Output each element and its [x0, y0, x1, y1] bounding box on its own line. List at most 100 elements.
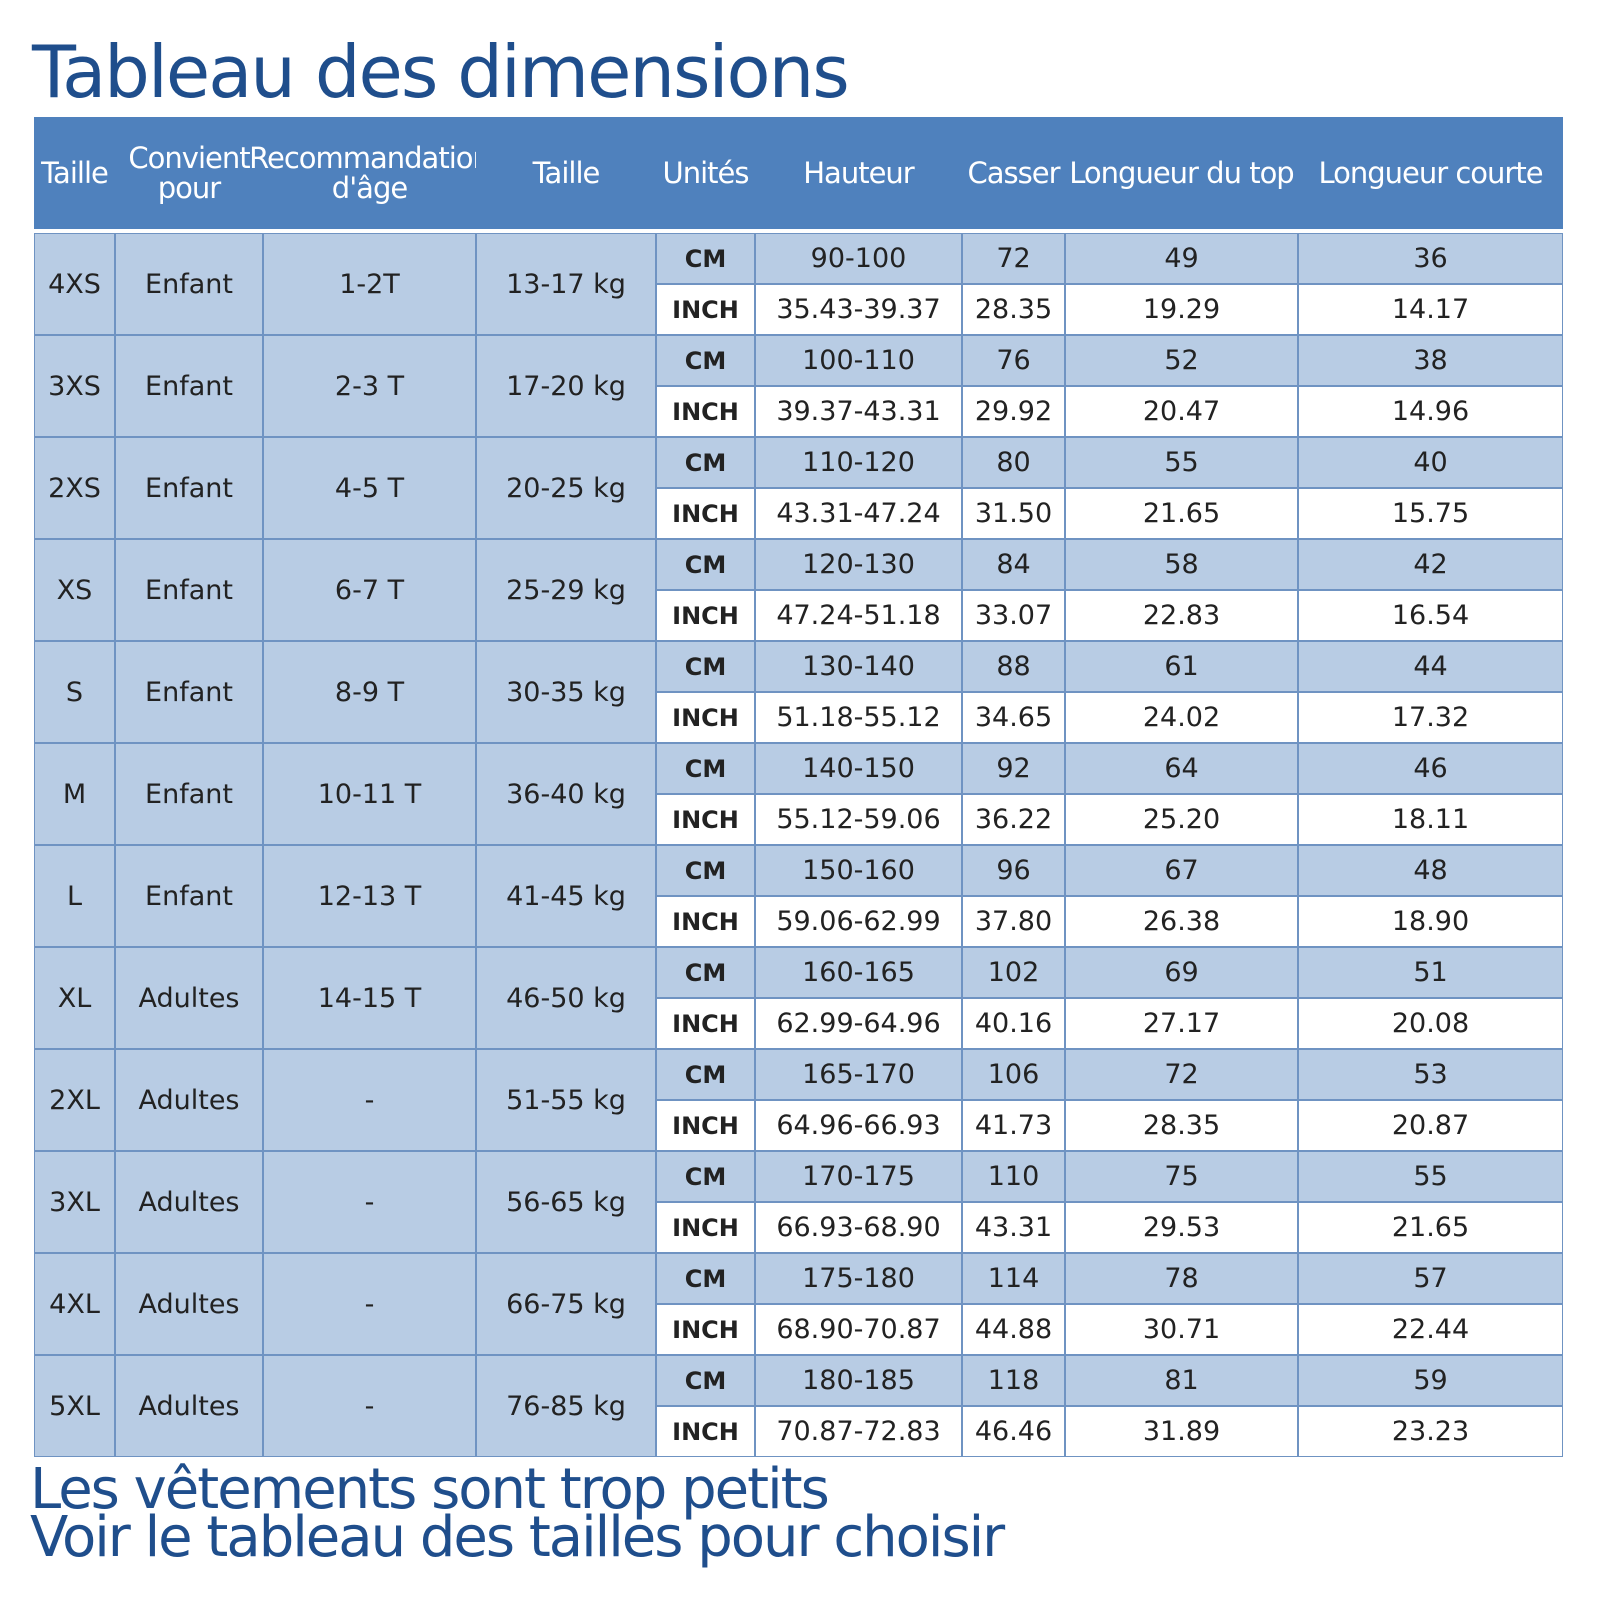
value-cell: 42: [1298, 539, 1563, 590]
value-cell: 37.80: [962, 896, 1065, 947]
value-cell: 80: [962, 437, 1065, 488]
value-cell: 38: [1298, 335, 1563, 386]
value-cell: 21.65: [1065, 488, 1298, 539]
value-cell: 53: [1298, 1049, 1563, 1100]
value-cell: 110: [962, 1151, 1065, 1202]
value-cell: 22.83: [1065, 590, 1298, 641]
value-cell: 78: [1065, 1253, 1298, 1304]
value-cell: 15.75: [1298, 488, 1563, 539]
value-cell: 23.23: [1298, 1406, 1563, 1457]
value-cell: 170-175: [755, 1151, 962, 1202]
value-cell: 44.88: [962, 1304, 1065, 1355]
value-cell: 28.35: [1065, 1100, 1298, 1151]
value-cell: 14.96: [1298, 386, 1563, 437]
value-cell: 110-120: [755, 437, 962, 488]
value-cell: 17.32: [1298, 692, 1563, 743]
value-cell: 81: [1065, 1355, 1298, 1406]
unit-cell: INCH: [656, 284, 755, 335]
value-cell: 51.18-55.12: [755, 692, 962, 743]
unit-cell: INCH: [656, 590, 755, 641]
unit-cell: INCH: [656, 1100, 755, 1151]
group-cell: -: [263, 1049, 476, 1151]
value-cell: 55: [1298, 1151, 1563, 1202]
group-cell: 17-20 kg: [476, 335, 656, 437]
value-cell: 46.46: [962, 1406, 1065, 1457]
value-cell: 24.02: [1065, 692, 1298, 743]
group-cell: M: [34, 743, 115, 845]
group-cell: 3XL: [34, 1151, 115, 1253]
footer-line: Les vêtements sont trop petits: [30, 1457, 830, 1522]
unit-cell: CM: [656, 233, 755, 284]
group-cell: -: [263, 1253, 476, 1355]
value-cell: 64: [1065, 743, 1298, 794]
value-cell: 84: [962, 539, 1065, 590]
value-cell: 67: [1065, 845, 1298, 896]
value-cell: 114: [962, 1253, 1065, 1304]
value-cell: 36: [1298, 233, 1563, 284]
value-cell: 27.17: [1065, 998, 1298, 1049]
group-cell: -: [263, 1355, 476, 1457]
value-cell: 175-180: [755, 1253, 962, 1304]
group-cell: Adultes: [115, 1049, 263, 1151]
unit-cell: INCH: [656, 692, 755, 743]
group-cell: 3XS: [34, 335, 115, 437]
value-cell: 18.11: [1298, 794, 1563, 845]
value-cell: 75: [1065, 1151, 1298, 1202]
unit-cell: CM: [656, 335, 755, 386]
header-cell: Convient pour: [115, 117, 263, 229]
value-cell: 33.07: [962, 590, 1065, 641]
unit-cell: CM: [656, 1253, 755, 1304]
value-cell: 66.93-68.90: [755, 1202, 962, 1253]
group-cell: Enfant: [115, 743, 263, 845]
value-cell: 31.89: [1065, 1406, 1298, 1457]
value-cell: 29.92: [962, 386, 1065, 437]
value-cell: 57: [1298, 1253, 1563, 1304]
value-cell: 29.53: [1065, 1202, 1298, 1253]
group-cell: 2-3 T: [263, 335, 476, 437]
group-cell: 1-2T: [263, 233, 476, 335]
value-cell: 64.96-66.93: [755, 1100, 962, 1151]
group-cell: Enfant: [115, 641, 263, 743]
value-cell: 20.47: [1065, 386, 1298, 437]
header-cell: Unités: [656, 117, 755, 229]
value-cell: 18.90: [1298, 896, 1563, 947]
group-cell: 10-11 T: [263, 743, 476, 845]
value-cell: 48: [1298, 845, 1563, 896]
unit-cell: CM: [656, 641, 755, 692]
group-cell: 12-13 T: [263, 845, 476, 947]
group-cell: 5XL: [34, 1355, 115, 1457]
group-cell: Adultes: [115, 1355, 263, 1457]
value-cell: 30.71: [1065, 1304, 1298, 1355]
value-cell: 35.43-39.37: [755, 284, 962, 335]
value-cell: 140-150: [755, 743, 962, 794]
group-cell: S: [34, 641, 115, 743]
value-cell: 47.24-51.18: [755, 590, 962, 641]
unit-cell: INCH: [656, 1202, 755, 1253]
value-cell: 28.35: [962, 284, 1065, 335]
value-cell: 51: [1298, 947, 1563, 998]
value-cell: 55: [1065, 437, 1298, 488]
value-cell: 20.87: [1298, 1100, 1563, 1151]
value-cell: 118: [962, 1355, 1065, 1406]
value-cell: 43.31-47.24: [755, 488, 962, 539]
unit-cell: INCH: [656, 1304, 755, 1355]
header-cell: Taille: [476, 117, 656, 229]
unit-cell: INCH: [656, 998, 755, 1049]
unit-cell: INCH: [656, 896, 755, 947]
value-cell: 120-130: [755, 539, 962, 590]
group-cell: 2XS: [34, 437, 115, 539]
unit-cell: INCH: [656, 386, 755, 437]
unit-cell: CM: [656, 539, 755, 590]
value-cell: 90-100: [755, 233, 962, 284]
unit-cell: CM: [656, 743, 755, 794]
unit-cell: CM: [656, 437, 755, 488]
value-cell: 40: [1298, 437, 1563, 488]
value-cell: 61: [1065, 641, 1298, 692]
group-cell: 8-9 T: [263, 641, 476, 743]
value-cell: 106: [962, 1049, 1065, 1100]
group-cell: 46-50 kg: [476, 947, 656, 1049]
value-cell: 72: [1065, 1049, 1298, 1100]
value-cell: 72: [962, 233, 1065, 284]
value-cell: 40.16: [962, 998, 1065, 1049]
group-cell: Adultes: [115, 947, 263, 1049]
